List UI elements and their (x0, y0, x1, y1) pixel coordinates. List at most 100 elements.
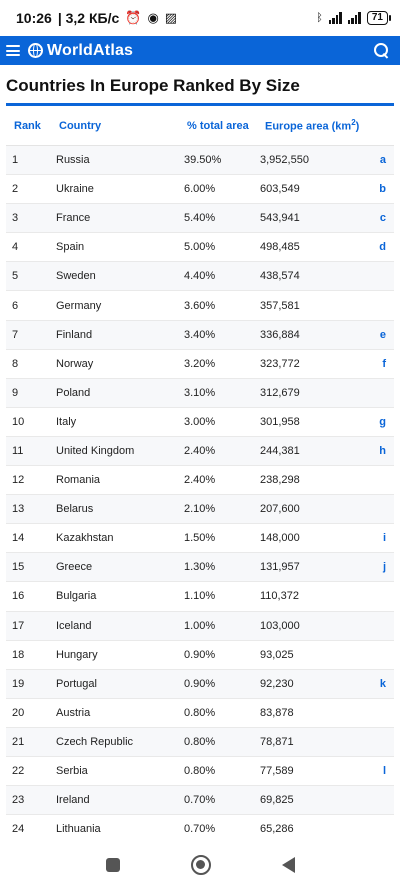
cell-pct: 0.80% (184, 706, 216, 719)
table-row: 3 France 5.40% 543,941 c (6, 204, 394, 234)
cell-pct: 1.50% (184, 532, 216, 545)
cell-country: Ireland (56, 794, 90, 807)
table-row: 23 Ireland 0.70% 69,825 (6, 786, 394, 816)
cell-country: Portugal (56, 677, 97, 690)
cell-country: Belarus (56, 503, 94, 516)
globe-icon (28, 43, 43, 58)
cell-area: 207,600 (260, 503, 300, 516)
cell-rank: 4 (12, 241, 19, 254)
header-pct[interactable]: % total area (187, 119, 249, 132)
table-row: 21 Czech Republic 0.80% 78,871 (6, 727, 394, 757)
cell-footnote-link[interactable]: e (379, 328, 386, 341)
cell-pct: 3.40% (184, 328, 216, 341)
table-row: 9 Poland 3.10% 312,679 (6, 378, 394, 408)
cell-country: France (56, 212, 91, 225)
cell-rank: 17 (12, 619, 25, 632)
cell-country: Norway (56, 357, 94, 370)
status-right: ᛒ 71 (316, 11, 392, 25)
countries-table: Rank Country % total area Europe area (k… (6, 106, 394, 845)
cell-rank: 24 (12, 823, 25, 836)
app-bar: WorldAtlas (0, 36, 400, 65)
gallery-icon: ▨ (164, 10, 178, 25)
table-row: 8 Norway 3.20% 323,772 f (6, 350, 394, 379)
cell-rank: 12 (12, 474, 25, 487)
cell-area: 148,000 (260, 532, 300, 545)
cell-pct: 6.00% (184, 183, 216, 196)
cell-country: Ukraine (56, 183, 94, 196)
cell-rank: 1 (12, 154, 19, 167)
cell-footnote-link[interactable]: h (379, 444, 386, 457)
cell-area: 357,581 (260, 299, 300, 312)
cell-country: Iceland (56, 619, 92, 632)
header-rank[interactable]: Rank (14, 119, 41, 132)
header-country[interactable]: Country (59, 119, 102, 132)
recents-button[interactable] (105, 858, 120, 872)
alarm-icon: ⏰ (125, 10, 142, 25)
cell-footnote-link[interactable]: f (382, 357, 386, 370)
menu-icon[interactable] (6, 45, 20, 56)
cell-area: 301,958 (260, 415, 300, 428)
cell-rank: 6 (12, 299, 19, 312)
status-time: 10:26 (16, 10, 52, 26)
header-area-label: Europe area (km (265, 120, 352, 133)
table-row: 12 Romania 2.40% 238,298 (6, 466, 394, 496)
system-nav-bar (0, 841, 400, 889)
table-row: 18 Hungary 0.90% 93,025 (6, 641, 394, 670)
cell-area: 92,230 (260, 677, 294, 690)
cell-footnote-link[interactable]: j (382, 561, 386, 574)
cell-area: 543,941 (260, 212, 300, 225)
cell-rank: 5 (12, 270, 19, 283)
cell-area: 110,372 (260, 590, 299, 603)
back-button[interactable] (281, 857, 295, 873)
cell-country: Romania (56, 474, 101, 487)
table-row: 7 Finland 3.40% 336,884 e (6, 320, 394, 350)
table-row: 24 Lithuania 0.70% 65,286 (6, 815, 394, 845)
bluetooth-icon: ᛒ (316, 12, 323, 24)
cell-country: Poland (56, 386, 91, 399)
cell-rank: 15 (12, 561, 25, 574)
cell-country: Italy (56, 415, 77, 428)
cell-area: 103,000 (260, 619, 300, 632)
cell-country: Sweden (56, 270, 96, 283)
cell-pct: 0.90% (184, 648, 216, 661)
cell-country: Spain (56, 241, 85, 254)
cell-country: Austria (56, 706, 91, 719)
table-header: Rank Country % total area Europe area (k… (6, 106, 394, 146)
cell-area: 131,957 (260, 561, 300, 574)
cell-area: 438,574 (260, 270, 300, 283)
cell-footnote-link[interactable]: d (379, 241, 386, 254)
cell-rank: 14 (12, 532, 25, 545)
cell-area: 323,772 (260, 357, 300, 370)
cell-pct: 0.70% (184, 794, 216, 807)
cell-pct: 39.50% (184, 154, 222, 167)
table-row: 10 Italy 3.00% 301,958 g (6, 408, 394, 437)
cell-pct: 0.70% (184, 823, 216, 836)
cell-footnote-link[interactable]: i (382, 532, 386, 545)
cell-footnote-link[interactable]: k (379, 677, 386, 690)
cell-country: Greece (56, 561, 93, 574)
search-icon[interactable] (374, 42, 390, 59)
signal-icon (328, 12, 342, 24)
cell-footnote-link[interactable]: g (379, 415, 386, 428)
table-row: 17 Iceland 1.00% 103,000 (6, 611, 394, 641)
table-row: 4 Spain 5.00% 498,485 d (6, 233, 394, 263)
cell-rank: 8 (12, 357, 19, 370)
brand-logo[interactable]: WorldAtlas (47, 41, 134, 59)
header-area[interactable]: Europe area (km2) (260, 118, 368, 133)
table-row: 22 Serbia 0.80% 77,589 l (6, 757, 394, 787)
table-row: 11 United Kingdom 2.40% 244,381 h (6, 436, 394, 467)
table-row: 1 Russia 39.50% 3,952,550 a (6, 146, 394, 176)
home-button[interactable] (190, 855, 211, 875)
cell-pct: 1.00% (184, 619, 216, 632)
cell-pct: 5.00% (184, 241, 216, 254)
cell-rank: 19 (12, 677, 25, 690)
cell-footnote-link[interactable]: c (379, 212, 386, 225)
cell-country: United Kingdom (56, 444, 135, 457)
cell-footnote-link[interactable]: l (382, 765, 386, 778)
cell-rank: 23 (12, 794, 25, 807)
cell-area: 77,589 (260, 765, 294, 778)
header-area-close: ) (355, 120, 360, 133)
battery-icon: 71 (366, 11, 392, 25)
cell-footnote-link[interactable]: b (379, 183, 386, 196)
cell-footnote-link[interactable]: a (379, 154, 386, 167)
